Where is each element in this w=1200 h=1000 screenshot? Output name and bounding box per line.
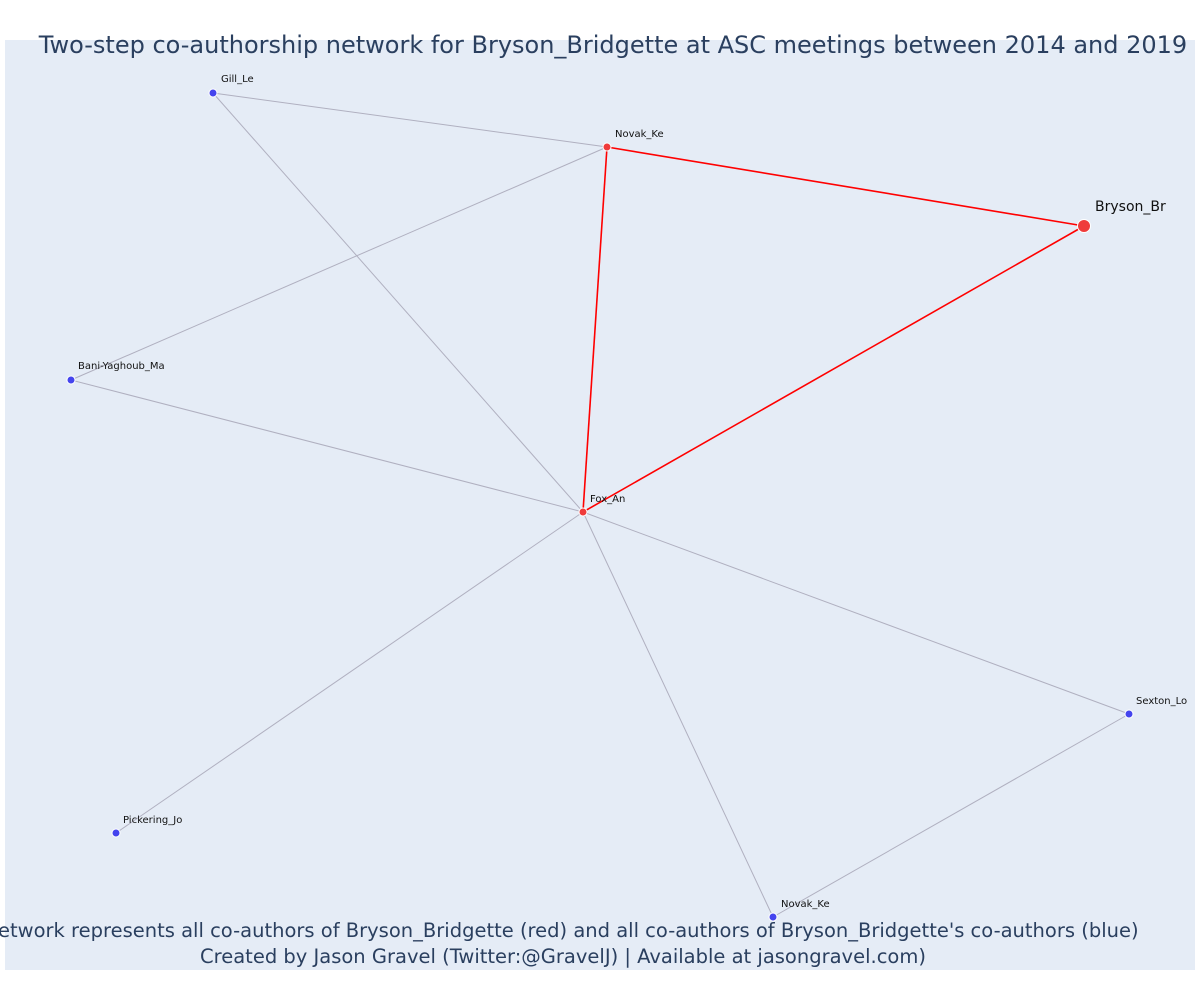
node-label-sexton: Sexton_Lo <box>1136 696 1187 707</box>
node-pickering[interactable] <box>111 828 121 838</box>
node-bani[interactable] <box>66 375 76 385</box>
edge-bani-novak1 <box>70 146 608 381</box>
labels-layer: Bryson_Br Novak_Ke Fox_An Gill_Le Bani-Yagho… <box>78 74 1187 910</box>
node-label-bryson: Bryson_Br <box>1095 199 1166 215</box>
node-label-novak2: Novak_Ke <box>781 899 830 910</box>
node-label-fox: Fox_An <box>590 494 625 505</box>
node-label-gill: Gill_Le <box>221 74 254 85</box>
node-sexton[interactable] <box>1124 709 1134 719</box>
node-label-pickering: Pickering_Jo <box>123 815 182 826</box>
node-label-bani: Bani-Yaghoub_Ma <box>78 361 165 372</box>
nodes-layer <box>66 88 1134 922</box>
edge-fox-pickering <box>115 511 584 834</box>
caption-line-2: Created by Jason Gravel (Twitter:@Gravel… <box>200 945 926 968</box>
node-novak1[interactable] <box>602 142 612 152</box>
edge-fox-bryson <box>582 225 1085 513</box>
node-novak2[interactable] <box>768 912 778 922</box>
node-label-novak1: Novak_Ke <box>615 129 664 140</box>
edge-novak1-fox <box>582 146 608 513</box>
edge-fox-sexton <box>582 511 1130 715</box>
edge-bani-fox <box>70 379 584 513</box>
node-bryson[interactable] <box>1077 219 1091 233</box>
caption-line-1: Network represents all co-authors of Bry… <box>0 919 1139 942</box>
chart-title: Two-step co-authorship network for Bryso… <box>38 31 1187 59</box>
edges-layer <box>70 92 1130 918</box>
edge-fox-novak2 <box>582 511 774 918</box>
edge-gill-fox <box>212 92 584 513</box>
edge-novak1-bryson <box>606 146 1085 227</box>
edge-gill-novak1 <box>212 92 608 148</box>
node-gill[interactable] <box>208 88 218 98</box>
plot-background <box>5 40 1195 970</box>
edge-sexton-novak2 <box>772 713 1130 918</box>
node-fox[interactable] <box>578 507 588 517</box>
